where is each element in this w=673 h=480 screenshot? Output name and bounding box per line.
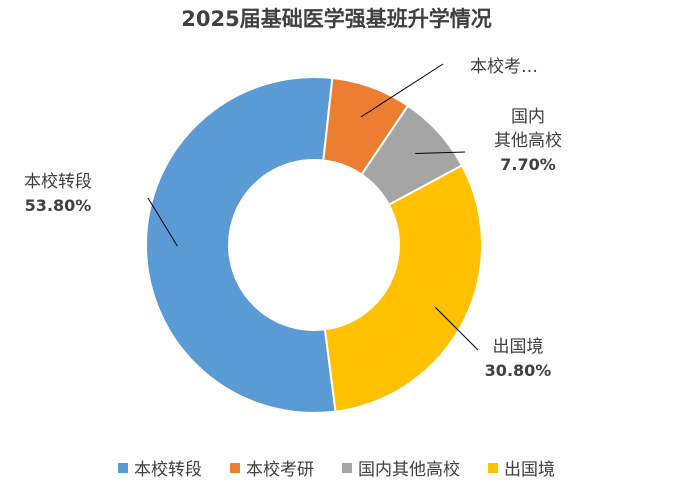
legend-swatch-2 xyxy=(230,462,240,473)
leader-line-2 xyxy=(360,63,444,118)
legend: 本校转段 本校考研 国内其他高校 出国境 xyxy=(0,455,673,480)
data-labels: 本校转段 53.80% 本校考… 国内其他高校 7.70% 出国境 30.80% xyxy=(24,57,562,380)
legend-item-1: 本校转段 xyxy=(118,455,202,480)
leader-lines xyxy=(147,63,479,351)
data-label-4-line-1: 出国境 xyxy=(493,337,544,357)
data-label-3-line-1: 国内 xyxy=(511,107,545,127)
data-value-1: 53.80% xyxy=(25,196,92,215)
legend-item-3: 国内其他高校 xyxy=(342,455,460,480)
data-value-4: 30.80% xyxy=(485,361,552,380)
legend-label-3: 国内其他高校 xyxy=(358,460,460,480)
donut-slices xyxy=(145,76,483,414)
legend-label-4: 出国境 xyxy=(504,460,555,480)
leader-line-1 xyxy=(147,197,178,247)
slice-1 xyxy=(145,76,337,414)
legend-item-4: 出国境 xyxy=(488,455,555,480)
legend-label-2: 本校考研 xyxy=(246,460,314,480)
chart-title: 2025届基础医学强基班升学情况 xyxy=(181,7,492,31)
legend-label-1: 本校转段 xyxy=(134,460,202,480)
legend-swatch-3 xyxy=(342,462,352,473)
legend-swatch-4 xyxy=(488,462,498,473)
data-value-3: 7.70% xyxy=(500,155,556,174)
leader-line-3 xyxy=(415,151,466,154)
data-label-3-line-2: 其他高校 xyxy=(494,131,562,151)
legend-item-2: 本校考研 xyxy=(230,455,314,480)
slice-4 xyxy=(323,164,483,413)
data-label-2-line-1: 本校考… xyxy=(470,57,538,77)
leader-line-4 xyxy=(435,307,479,351)
legend-swatch-1 xyxy=(118,462,128,473)
data-label-1-line-1: 本校转段 xyxy=(24,172,92,192)
